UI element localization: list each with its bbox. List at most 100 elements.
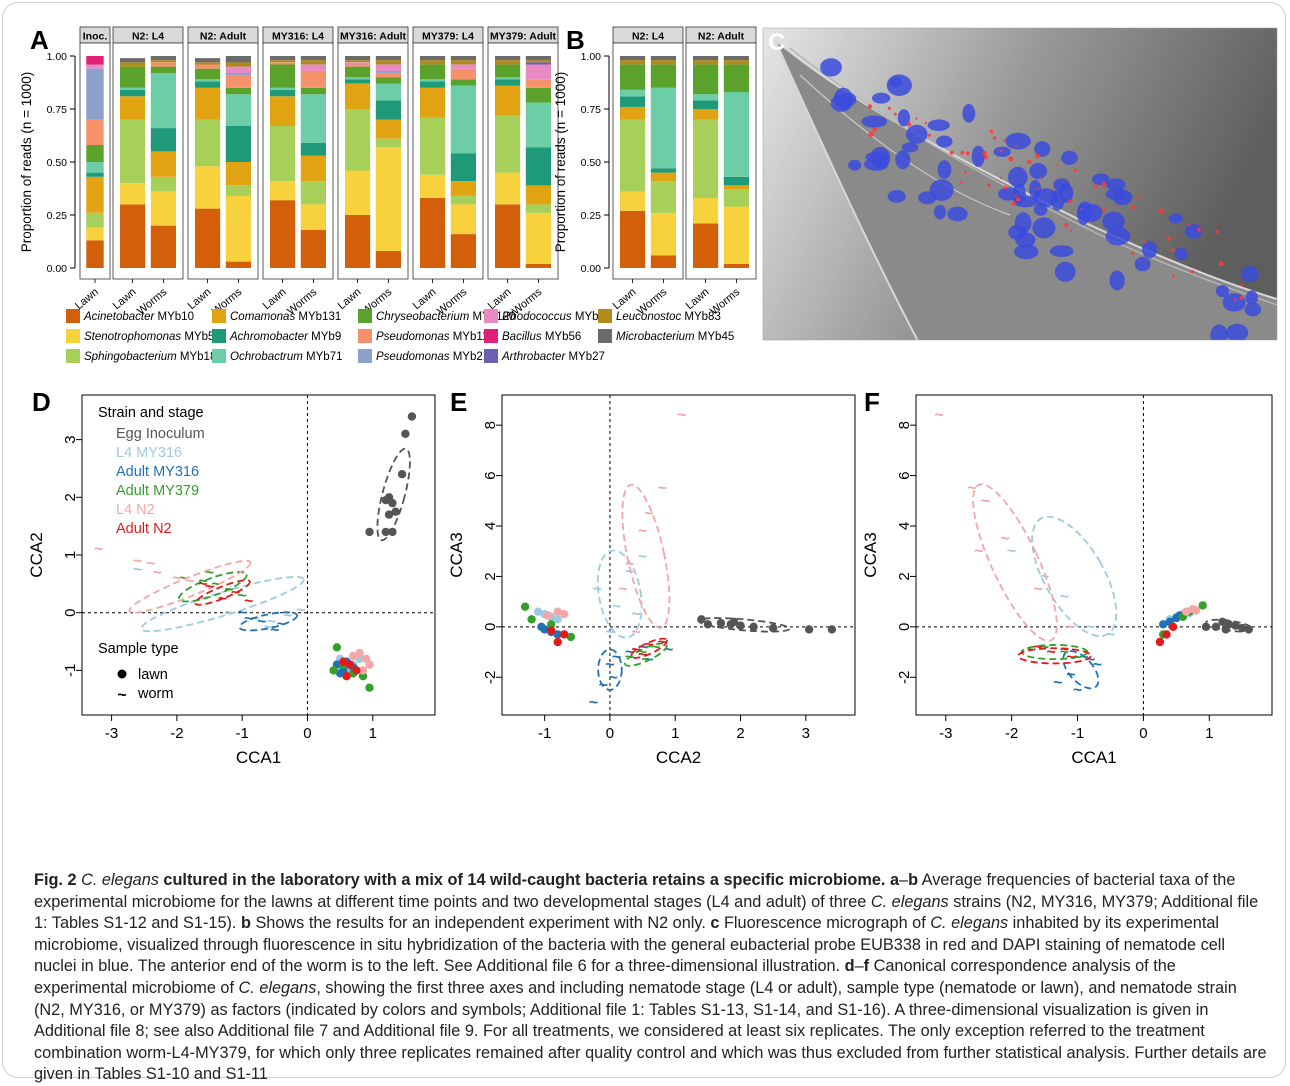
- bacterium: [924, 121, 928, 125]
- x-tick-label: Lawn: [73, 286, 101, 312]
- bar-segment: [650, 64, 676, 88]
- y-tick-label: 0.00: [581, 263, 602, 275]
- worm-point: ~: [1033, 639, 1042, 656]
- bar-segment: [620, 106, 646, 120]
- worm-point: ~: [1040, 639, 1049, 656]
- legend-entry: L4 MY316: [116, 445, 182, 461]
- x-tick-label: -1: [538, 725, 551, 742]
- lawn-point: [339, 657, 348, 666]
- lawn-point: [335, 669, 345, 678]
- worm-point: ~: [1073, 649, 1082, 666]
- facet-label: MY379: L4: [422, 31, 474, 43]
- facet-label: MY316: L4: [272, 31, 324, 43]
- worm-point: ~: [644, 637, 653, 654]
- legend-swatch: [212, 329, 226, 343]
- bacterium: [960, 180, 963, 184]
- bacterium: [960, 150, 965, 155]
- bar-segment: [345, 109, 371, 171]
- worm-point: ~: [1053, 674, 1062, 691]
- bacterium: [982, 150, 987, 156]
- lawn-point: [345, 660, 355, 669]
- worm-point: ~: [651, 639, 660, 656]
- lawn-point: [553, 637, 562, 647]
- worm-point: ~: [625, 556, 634, 573]
- lawn-point: [1231, 621, 1240, 630]
- bar-segment: [525, 87, 551, 103]
- bar-segment: [650, 212, 676, 256]
- panel-letter-e: E: [450, 387, 467, 417]
- group-ellipse: [1062, 650, 1100, 690]
- x-tick-label: 0: [303, 725, 311, 742]
- bar-segment: [450, 56, 476, 61]
- worm-point: ~: [1066, 667, 1075, 684]
- worm-point: ~: [224, 605, 233, 622]
- bar-segment: [620, 191, 646, 211]
- worm-point: ~: [198, 576, 207, 593]
- lawn-point: [1238, 623, 1247, 633]
- worm-point: ~: [205, 564, 214, 581]
- bar-segment: [270, 96, 296, 126]
- x-tick-label: -3: [105, 725, 118, 742]
- bar-segment: [693, 223, 719, 268]
- lawn-point: [560, 630, 569, 639]
- bacterium: [868, 131, 874, 137]
- bar-segment: [495, 56, 521, 61]
- lawn-point: [553, 607, 562, 616]
- plot-frame: [501, 394, 856, 716]
- bar-segment: [270, 62, 296, 65]
- bar-segment: [270, 89, 296, 97]
- bar-segment: [150, 191, 176, 226]
- lawn-point: [749, 622, 758, 631]
- bar-segment: [723, 92, 749, 177]
- nucleus: [1109, 270, 1125, 291]
- bar-segment: [270, 200, 296, 268]
- bar-segment: [723, 176, 749, 186]
- bar-segment: [525, 79, 551, 88]
- caption-title-italic: C. elegans: [81, 871, 159, 889]
- nucleus: [1168, 213, 1183, 224]
- bar-segment: [650, 60, 676, 65]
- legend-entry: Adult MY316: [116, 464, 199, 480]
- nucleus: [1185, 224, 1202, 239]
- bacterium: [1170, 248, 1175, 253]
- panel-letter-b: B: [566, 25, 585, 55]
- nucleus: [1210, 324, 1228, 340]
- plot-frame: [915, 394, 1273, 716]
- bacterium: [1166, 236, 1171, 241]
- lawn-point: [1168, 622, 1178, 631]
- x-tick-label: 0: [606, 725, 614, 742]
- worm-point: ~: [1066, 649, 1075, 666]
- bar-segment: [300, 155, 326, 181]
- nucleus: [870, 146, 891, 169]
- legend-swatch: [598, 309, 612, 323]
- legend-label: Acinetobacter MYb10: [83, 311, 194, 323]
- taxa-legend: Acinetobacter MYb10 Stenotrophomonas MYb5…: [66, 309, 734, 363]
- worm-point: ~: [638, 523, 647, 540]
- nucleus: [1225, 323, 1249, 340]
- bar-segment: [300, 229, 326, 268]
- nucleus: [1005, 132, 1031, 150]
- lawn-point: [527, 615, 536, 624]
- group-ellipse: [596, 549, 643, 639]
- bar-segment: [693, 94, 719, 101]
- lawn-point: [543, 611, 553, 620]
- bar-segment: [345, 83, 371, 109]
- group-ellipse: [238, 611, 298, 632]
- nucleus: [848, 159, 862, 171]
- lawn-point: [401, 429, 410, 438]
- bar-segment: [300, 142, 326, 156]
- worm-point: ~: [218, 590, 227, 607]
- facet-label: N2: L4: [132, 31, 164, 43]
- nucleus: [1102, 211, 1125, 232]
- bar-segment: [525, 64, 551, 80]
- bar-segment: [225, 87, 251, 95]
- legend-label: Leuconostoc MYb83: [616, 311, 721, 323]
- worm-point: ~: [185, 573, 194, 590]
- y-tick-label: -2: [896, 671, 913, 684]
- facet-label: N2: Adult: [698, 31, 745, 43]
- lawn-point: [827, 625, 837, 634]
- bar-segment: [225, 195, 251, 262]
- lawn-point: [391, 507, 400, 516]
- bar-segment: [420, 117, 446, 175]
